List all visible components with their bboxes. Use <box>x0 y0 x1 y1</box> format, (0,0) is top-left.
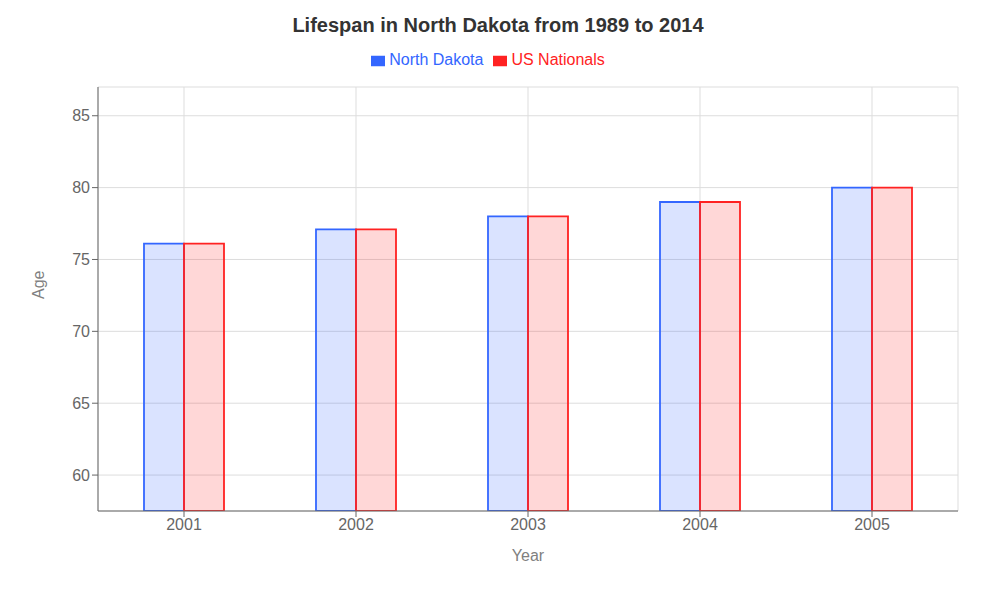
html-text:Lifespan in North Dakota from: Lifespan in North Dakota from 1989 to 20… <box>292 14 704 36</box>
svg-text:70: 70 <box>72 323 90 340</box>
svg-text:2005: 2005 <box>854 516 890 533</box>
svg-text:2002: 2002 <box>338 516 374 533</box>
svg-text:75: 75 <box>72 251 90 268</box>
html-text:US Nationals: US Nationals <box>511 51 605 68</box>
svg-text:85: 85 <box>72 107 90 124</box>
svg-text:Year: Year <box>512 547 545 564</box>
svg-text:Age: Age <box>30 270 47 299</box>
svg-text:80: 80 <box>72 179 90 196</box>
svg-text:2004: 2004 <box>682 516 718 533</box>
html-text:North Dakota: North Dakota <box>389 51 484 68</box>
svg-text:2003: 2003 <box>510 516 546 533</box>
svg-text:60: 60 <box>72 467 90 484</box>
svg-text:65: 65 <box>72 395 90 412</box>
svg-text:2001: 2001 <box>166 516 202 533</box>
